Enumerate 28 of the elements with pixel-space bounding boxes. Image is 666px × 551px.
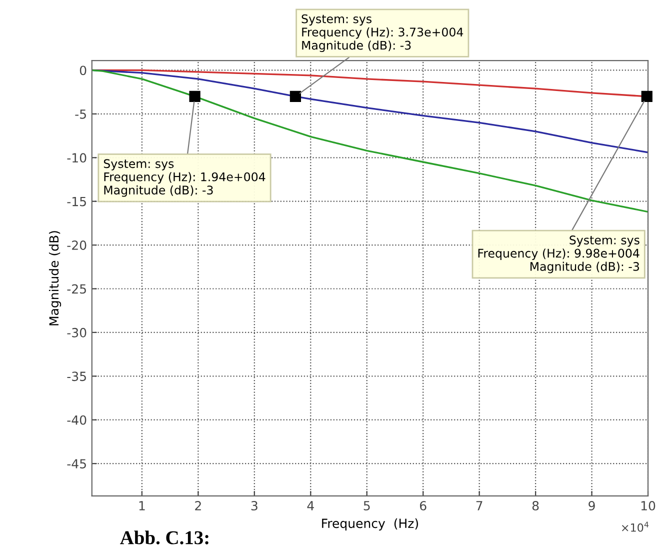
y-tick-label: -25 — [67, 284, 86, 294]
annotation: System: sys Frequency (Hz): 9.98e+004 Magnitude (dB): -3 — [478, 236, 640, 274]
y-tick-label: 0 — [80, 66, 86, 76]
annotation: System: sys Frequency (Hz): 1.94e+004 Magnitude (dB): -3 — [104, 159, 266, 197]
y-tick-label: -5 — [75, 110, 86, 119]
x-tick-label: 2 — [195, 500, 201, 510]
y-tick-label: -10 — [67, 153, 86, 163]
x-tick-label: 10 — [641, 500, 656, 510]
annotation: System: sys Frequency (Hz): 3.73e+004 Magnitude (dB): -3 — [302, 14, 464, 52]
x-axis-title: Frequency (Hz) — [322, 518, 418, 531]
y-tick-label: -35 — [67, 372, 86, 382]
y-axis-title: Magnitude (dB) — [48, 231, 62, 326]
text: Abb. C.13: — [120, 530, 208, 544]
line-series — [92, 69, 648, 213]
y-tick-label: -40 — [67, 415, 86, 425]
y-tick-label: -30 — [67, 328, 86, 338]
y-tick-label: -15 — [67, 196, 86, 206]
x-tick-label: 1 — [139, 501, 145, 510]
x-tick-label: 5 — [364, 501, 370, 510]
x-tick-label: 3 — [251, 500, 258, 510]
x-tick-label: 6 — [420, 500, 426, 510]
y-tick-label: -20 — [67, 240, 86, 250]
x-tick-label: 8 — [532, 500, 539, 510]
x-tick-label: 4 — [307, 501, 314, 510]
text: ×10$^{4}$ — [622, 522, 649, 532]
x-tick-label: 9 — [588, 500, 595, 510]
y-tick-label: -45 — [67, 459, 86, 468]
x-tick-label: 7 — [476, 501, 482, 510]
